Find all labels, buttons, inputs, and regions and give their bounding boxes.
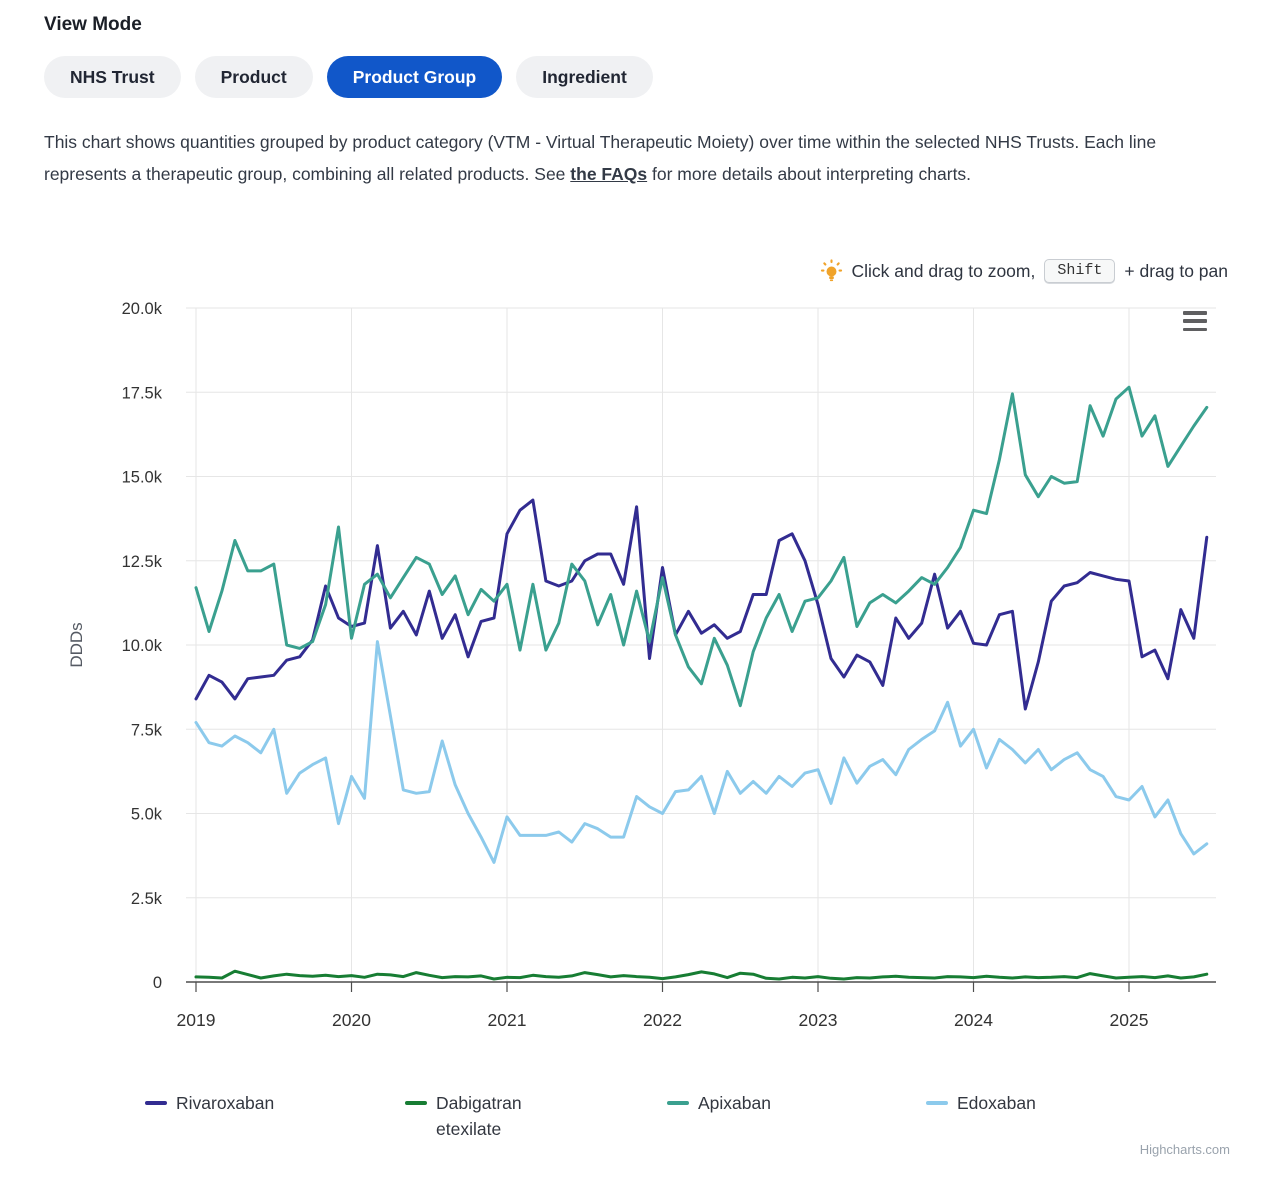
chart-context-menu-button[interactable] (1183, 311, 1207, 331)
view-mode-toggle: NHS Trust Product Product Group Ingredie… (44, 56, 653, 98)
series-line-dabigatran-etexilate[interactable] (194, 969, 1209, 981)
x-axis-tick-label: 2023 (799, 1010, 838, 1030)
view-mode-heading: View Mode (44, 14, 142, 35)
y-axis-title: DDDs (67, 622, 86, 667)
y-axis-tick-label: 15.0k (122, 469, 163, 487)
legend-item-rivaroxaban[interactable]: Rivaroxaban (145, 1090, 274, 1116)
x-axis-tick-label: 2021 (488, 1010, 527, 1030)
legend-swatch-icon (405, 1101, 427, 1105)
series-line-rivaroxaban[interactable] (194, 498, 1209, 711)
legend-item-edoxaban[interactable]: Edoxaban (926, 1090, 1036, 1116)
y-axis-tick-label: 12.5k (122, 553, 163, 571)
chart: 0 2.5k 5.0k 7.5k 10.0k 12.5k 15.0k 17.5k 20.0k 20… (0, 290, 1280, 1065)
burger-bar (1183, 319, 1207, 323)
view-mode-product[interactable]: Product (194, 56, 313, 98)
lightbulb-icon (820, 258, 843, 284)
highcharts-credit[interactable]: Highcharts.com (1139, 1142, 1230, 1157)
legend-label: Dabigatran etexilate (436, 1093, 522, 1139)
x-axis-tick-label: 2020 (332, 1010, 371, 1030)
y-axis-tick-label: 5.0k (131, 806, 163, 824)
burger-bar (1183, 311, 1207, 315)
legend-label: Edoxaban (957, 1093, 1036, 1113)
series-line-edoxaban[interactable] (194, 640, 1209, 864)
chart-legend: Rivaroxaban Dabigatran etexilate Apixaba… (0, 1090, 1280, 1160)
legend-label: Rivaroxaban (176, 1093, 275, 1113)
description-text-after: for more details about interpreting char… (647, 163, 972, 184)
legend-swatch-icon (926, 1101, 948, 1105)
burger-bar (1183, 327, 1207, 331)
y-axis-tick-label: 2.5k (131, 890, 163, 908)
y-axis-tick-label: 10.0k (122, 637, 163, 655)
view-mode-product-group[interactable]: Product Group (326, 56, 503, 98)
faqs-link[interactable]: the FAQs (570, 163, 648, 184)
series-line-apixaban[interactable] (194, 385, 1209, 708)
x-axis-tick-label: 2022 (643, 1010, 682, 1030)
x-axis-tick-label: 2024 (954, 1010, 993, 1030)
chart-plot-area[interactable]: 0 2.5k 5.0k 7.5k 10.0k 12.5k 15.0k 17.5k 20.0k 20… (0, 290, 1280, 1065)
view-mode-ingredient[interactable]: Ingredient (516, 56, 653, 98)
legend-item-apixaban[interactable]: Apixaban (667, 1090, 771, 1116)
x-axis-tick-label: 2019 (177, 1010, 216, 1030)
chart-description: This chart shows quantities grouped by p… (44, 127, 1240, 190)
description-text-before: This chart shows quantities grouped by p… (44, 132, 1157, 184)
x-axis-tick-label: 2025 (1110, 1010, 1149, 1030)
legend-item-dabigatran-etexilate[interactable]: Dabigatran etexilate (405, 1090, 554, 1142)
view-mode-nhs-trust[interactable]: NHS Trust (44, 56, 181, 98)
y-axis-tick-label: 0 (153, 974, 162, 992)
zoom-hint: Click and drag to zoom, Shift + drag to … (820, 254, 1228, 288)
legend-label: Apixaban (698, 1093, 771, 1113)
zoom-hint-text: Click and drag to zoom, (851, 260, 1036, 281)
legend-swatch-icon (667, 1101, 689, 1105)
shift-key-chip: Shift (1044, 259, 1116, 283)
y-axis-tick-label: 7.5k (131, 721, 163, 739)
y-axis-tick-label: 17.5k (122, 384, 163, 402)
legend-swatch-icon (145, 1101, 167, 1105)
pan-hint-text: + drag to pan (1124, 260, 1228, 281)
y-axis-tick-label: 20.0k (122, 300, 163, 318)
